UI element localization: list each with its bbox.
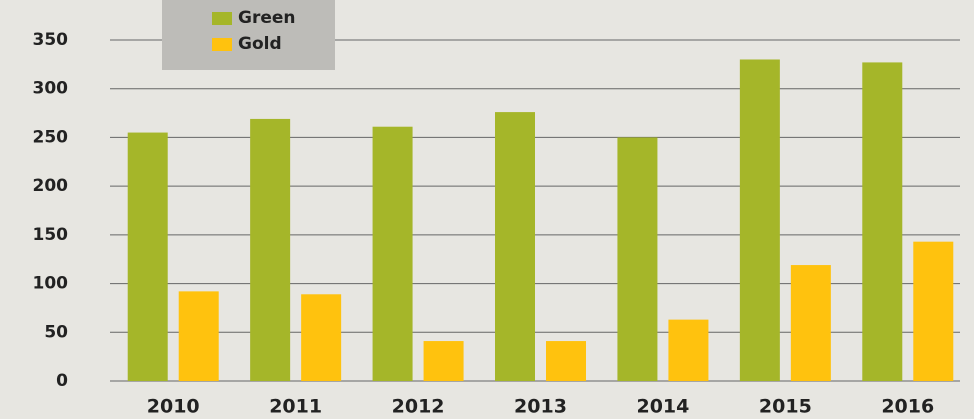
x-tick-label: 2014 [636, 396, 689, 418]
y-tick-label: 350 [33, 30, 69, 50]
legend-swatch [212, 12, 232, 25]
y-tick-label: 200 [33, 176, 69, 196]
bar [178, 291, 219, 381]
x-tick-label: 2016 [881, 396, 934, 418]
legend-swatch [212, 38, 232, 51]
bar [862, 62, 903, 382]
x-tick-label: 2011 [269, 396, 322, 418]
bar [739, 59, 780, 381]
bar [790, 265, 831, 381]
y-tick-label: 150 [33, 225, 69, 245]
x-tick-label: 2012 [392, 396, 445, 418]
y-tick-label: 300 [33, 79, 69, 99]
x-tick-label: 2013 [514, 396, 567, 418]
x-tick-label: 2010 [147, 396, 200, 418]
bar [668, 319, 709, 381]
legend-label: Green [238, 8, 296, 28]
bar [913, 241, 954, 381]
y-tick-label: 250 [33, 127, 69, 147]
bar [127, 132, 168, 381]
legend-box [162, 0, 335, 70]
y-tick-label: 0 [56, 371, 68, 391]
bar [546, 341, 586, 381]
bar [617, 137, 658, 381]
bar [495, 112, 535, 382]
y-tick-label: 50 [44, 322, 68, 342]
bar [423, 341, 464, 381]
legend-label: Gold [238, 34, 282, 54]
bar [372, 126, 413, 381]
x-tick-label: 2015 [759, 396, 812, 418]
bar [250, 118, 291, 381]
y-tick-label: 100 [33, 274, 69, 294]
bar [301, 294, 342, 381]
